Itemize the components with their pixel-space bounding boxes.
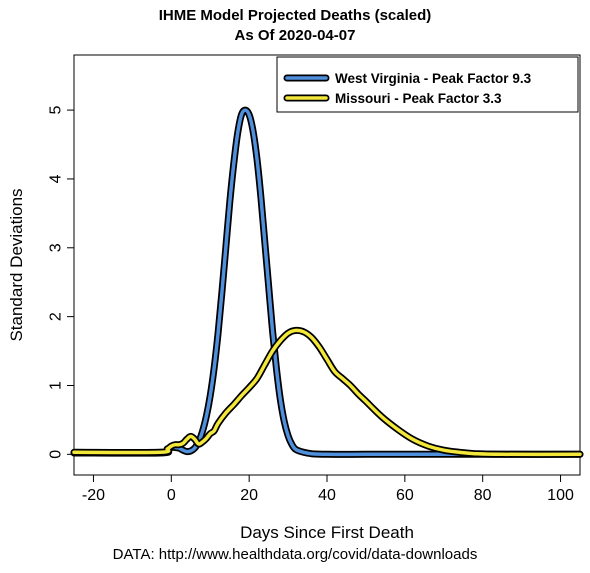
y-tick-label: 5 [48,106,65,115]
axes: -20 0 20 40 60 80 100 0 1 2 3 4 5 [48,54,581,504]
x-axis-label: Days Since First Death [240,523,414,542]
chart-title: IHME Model Projected Deaths (scaled) [158,7,432,24]
x-tick-label: 0 [167,487,176,504]
legend-box [276,56,579,113]
x-tick-label: 20 [240,487,258,504]
series-line-outline-missouri [70,326,584,458]
plot-frame [73,54,581,476]
x-tick-label: 40 [318,487,336,504]
legend-label-west-virginia: West Virginia - Peak Factor 9.3 [335,71,532,86]
series-line-missouri [72,328,582,457]
series-line-west-virginia [72,108,582,457]
chart-subtitle: As Of 2020-04-07 [234,27,356,44]
x-tick-label: -20 [82,487,105,504]
series-line-outline-west-virginia [70,106,584,458]
y-tick-label: 3 [48,243,65,252]
legend-label-missouri: Missouri - Peak Factor 3.3 [335,91,502,106]
y-tick-label: 1 [48,381,65,390]
data-source-note: DATA: http://www.healthdata.org/covid/da… [112,546,478,563]
y-tick-label: 0 [48,450,65,459]
x-tick-label: 100 [547,487,574,504]
series-lines [70,106,584,458]
x-tick-label: 60 [396,487,414,504]
y-tick-label: 2 [48,312,65,321]
x-tick-label: 80 [474,487,492,504]
y-tick-label: 4 [48,174,65,183]
legend: West Virginia - Peak Factor 9.3 Missouri … [276,56,579,113]
